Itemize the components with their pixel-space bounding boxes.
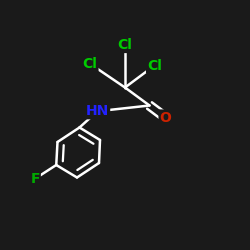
Text: Cl: Cl [147, 58, 162, 72]
Text: Cl: Cl [118, 38, 132, 52]
Text: O: O [160, 110, 172, 124]
Text: Cl: Cl [82, 57, 98, 71]
Text: HN: HN [86, 104, 109, 118]
Text: F: F [30, 172, 40, 186]
